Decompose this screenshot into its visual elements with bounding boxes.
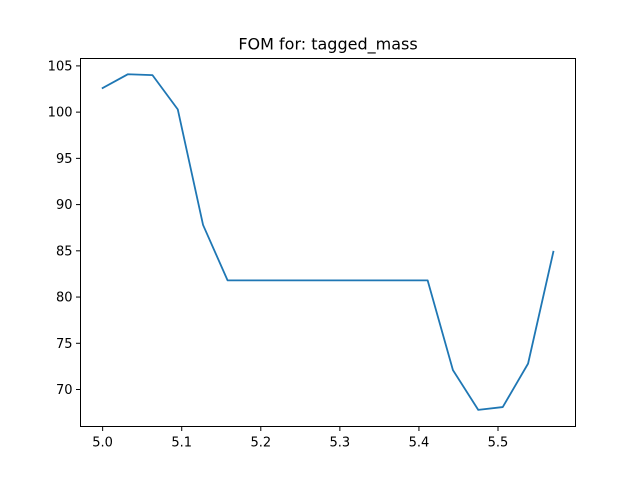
plot-area <box>101 73 555 411</box>
y-tick-label: 95 <box>56 152 73 167</box>
x-tick-label: 5.4 <box>409 436 430 451</box>
x-tick-label: 5.5 <box>488 436 509 451</box>
y-tick-label: 85 <box>56 244 73 259</box>
x-axis: 5.0 5.1 5.2 5.3 5.4 5.5 <box>92 426 509 451</box>
y-tick-label: 90 <box>56 198 73 213</box>
y-tick-label: 100 <box>48 106 73 121</box>
axes-frame <box>80 58 576 427</box>
x-tick-label: 5.0 <box>92 436 113 451</box>
y-tick-label: 75 <box>56 337 73 352</box>
series-line <box>101 73 555 411</box>
y-axis: 70 75 80 85 90 95 100 105 <box>48 59 81 398</box>
x-tick-label: 5.1 <box>171 436 192 451</box>
y-tick-label: 105 <box>48 59 73 74</box>
chart-title: FOM for: tagged_mass <box>238 35 417 55</box>
x-tick-label: 5.2 <box>250 436 271 451</box>
x-tick-label: 5.3 <box>330 436 351 451</box>
y-tick-label: 70 <box>56 383 73 398</box>
y-tick-label: 80 <box>56 291 73 306</box>
